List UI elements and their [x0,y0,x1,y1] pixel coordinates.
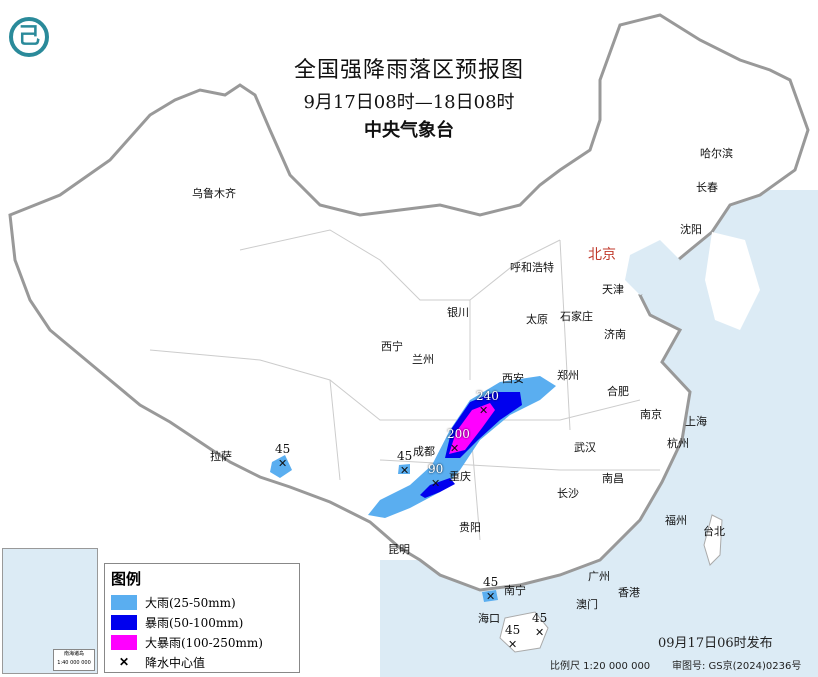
city-label: 呼和浩特 [510,261,554,274]
city-label: 西宁 [381,340,403,353]
swatch [111,594,137,610]
torrential-rain-area [449,403,495,454]
rain-center-value: 45 [532,611,548,625]
city-label: 香港 [618,586,640,599]
taiwan-island [703,514,723,566]
legend-label: 降水中心值 [145,655,206,670]
china-outline [8,13,810,592]
city-label: 济南 [604,328,626,341]
x-mark-icon: ✕ [450,442,460,455]
x-mark-icon: ✕ [535,626,545,639]
city-label: 乌鲁木齐 [192,187,236,200]
rain-center-value: 45 [483,575,499,589]
city-label: 南京 [640,408,662,421]
cma-logo-icon: 己 [9,17,49,57]
x-mark-icon: ✕ [278,457,288,470]
rain-center-value: 90 [428,462,444,476]
publish-time: 09月17日06时发布 [658,636,773,651]
city-label: 哈尔滨 [700,147,733,160]
city-label: 沈阳 [680,223,702,236]
inset-label: 南海诸岛 [63,651,84,657]
inset-scale: 南海诸岛 1:40 000 000 [53,649,95,671]
korea-peninsula [705,232,760,330]
rain-center-value: 200 [447,427,470,441]
legend-label: 暴雨(50-100mm) [145,615,244,630]
rain-center-value: 45 [397,449,413,463]
heavy-rain-area-small [270,455,292,478]
city-label: 合肥 [607,385,629,398]
south-china-sea-inset: 南海诸岛 1:40 000 000 [2,548,98,674]
city-label: 澳门 [576,598,598,611]
city-label: 拉萨 [210,450,232,463]
city-label: 南昌 [602,472,624,485]
legend-title: 图例 [111,570,142,588]
rain-center-value: 240 [476,389,499,403]
rain-areas [270,376,556,602]
x-mark-icon: ✕ [400,464,410,477]
x-mark-icon: ✕ [431,477,441,490]
heavy-rain-area-small [482,590,498,602]
issuer: 中央气象台 [364,120,454,141]
city-label: 南宁 [504,584,526,597]
city-label: 武汉 [574,441,596,454]
city-label: 海口 [478,612,500,625]
legend-item-torrential: 大暴雨(100-250mm) [111,632,293,652]
inset-scale-text: 1:40 000 000 [57,660,91,666]
city-label: 成都 [413,445,435,458]
hainan-island [499,611,549,653]
swatch [111,614,137,630]
city-label: 西安 [502,372,524,385]
city-label: 太原 [526,313,548,326]
city-label: 贵阳 [459,521,481,534]
city-label: 兰州 [412,353,434,366]
heavy-rain-area-small [398,464,410,474]
legend: 图例 大雨(25-50mm) 暴雨(50-100mm) 大暴雨(100-250m… [104,563,300,673]
review-number: 审图号: GS京(2024)0236号 [672,661,802,672]
forecast-period: 9月17日08时—18日08时 [303,92,515,113]
x-mark-icon: ✕ [118,655,130,669]
city-label: 昆明 [388,543,410,556]
city-label: 石家庄 [560,310,593,323]
legend-label: 大暴雨(100-250mm) [145,635,263,650]
city-label: 长沙 [557,487,579,500]
rain-center-value: 45 [275,442,291,456]
city-label: 台北 [703,525,725,538]
legend-item-rainstorm: 暴雨(50-100mm) [111,612,293,632]
city-label: 天津 [602,283,624,296]
city-label: 郑州 [557,369,579,382]
map-title: 全国强降雨落区预报图 [293,58,524,83]
rainstorm-area-small [420,478,455,498]
swatch [111,634,137,650]
city-label: 上海 [685,415,707,428]
city-label: 北京 [588,247,616,263]
x-mark-icon: ✕ [479,404,489,417]
x-mark-icon: ✕ [486,590,496,603]
city-label: 银川 [447,306,469,319]
city-label: 福州 [665,514,687,527]
rain-center-value: 45 [505,623,521,637]
legend-item-center: ✕ 降水中心值 [111,652,293,672]
city-label: 广州 [588,570,610,583]
legend-label: 大雨(25-50mm) [145,595,236,610]
bohai-sea [625,240,680,295]
legend-item-heavy-rain: 大雨(25-50mm) [111,592,293,612]
map-scale: 比例尺 1:20 000 000 [550,661,651,672]
x-mark-icon: ✕ [508,638,518,651]
city-label: 杭州 [667,437,689,450]
city-label: 长春 [696,181,718,194]
city-label: 重庆 [449,470,471,483]
